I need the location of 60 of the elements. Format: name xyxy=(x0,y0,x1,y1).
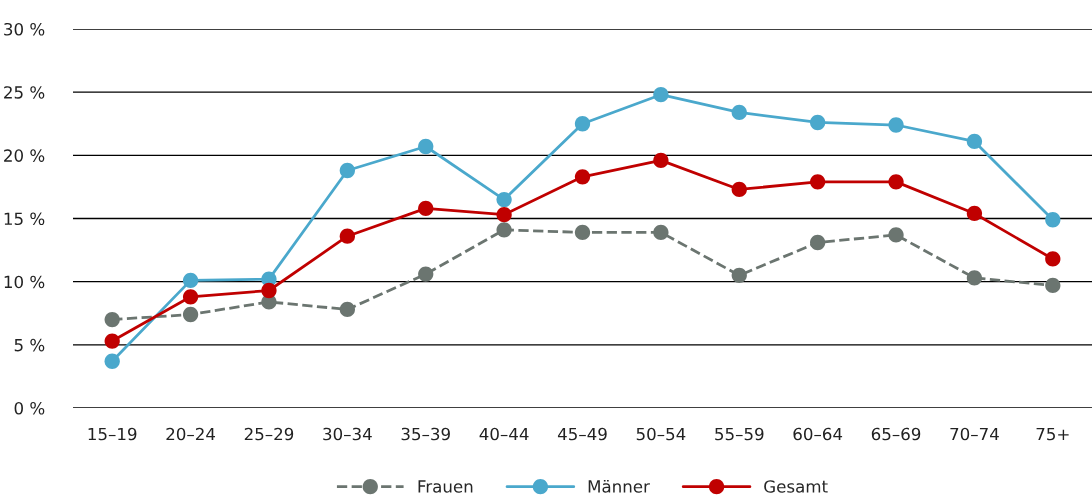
point xyxy=(888,227,904,243)
legend-label: Männer xyxy=(588,479,650,493)
point xyxy=(418,200,434,217)
y-tick-label: 0 % xyxy=(14,401,45,415)
point xyxy=(810,234,826,251)
point xyxy=(339,301,355,318)
point xyxy=(653,224,669,241)
point xyxy=(574,116,591,132)
point xyxy=(1045,212,1061,228)
point xyxy=(339,162,355,179)
x-tick-label: 25–29 xyxy=(244,427,294,441)
x-tick-label: 70–74 xyxy=(950,427,999,441)
point xyxy=(104,353,120,369)
point xyxy=(496,191,512,208)
point xyxy=(888,174,904,190)
point xyxy=(574,224,591,241)
point xyxy=(182,272,199,289)
legend-label: Frauen xyxy=(418,480,473,493)
point xyxy=(339,228,355,244)
point xyxy=(182,306,199,323)
x-tick-label: 60–64 xyxy=(793,427,843,441)
x-tick-label: 50–54 xyxy=(636,427,686,441)
x-tick-label: 20–24 xyxy=(166,427,216,441)
point xyxy=(574,169,591,185)
point xyxy=(104,333,120,349)
x-tick-label: 35–39 xyxy=(401,427,450,441)
x-tick-label: 30–34 xyxy=(323,427,372,441)
point xyxy=(104,311,120,328)
x-tick-label: 65–69 xyxy=(871,427,921,441)
x-tick-label: 15–19 xyxy=(88,427,137,441)
point xyxy=(1045,251,1061,267)
point xyxy=(731,267,747,283)
y-tick-label: 15 % xyxy=(4,212,45,226)
point xyxy=(966,205,983,222)
y-tick-label: 20 % xyxy=(4,149,45,162)
point xyxy=(496,207,512,223)
y-tick-label: 10 % xyxy=(4,275,45,289)
point xyxy=(731,104,747,121)
x-tick-label: 45–49 xyxy=(557,427,607,441)
x-tick-label: 40–44 xyxy=(479,427,529,441)
point xyxy=(653,87,669,103)
point xyxy=(261,282,277,299)
legend-label: Gesamt xyxy=(764,480,828,493)
x-tick-label: 75+ xyxy=(1036,427,1069,441)
x-tick-label: 55–59 xyxy=(715,427,764,441)
point xyxy=(418,266,434,282)
point xyxy=(810,114,826,131)
point xyxy=(1045,277,1061,294)
point xyxy=(731,181,747,198)
point xyxy=(966,270,983,286)
y-tick-label: 25 % xyxy=(4,86,45,99)
point xyxy=(888,117,904,133)
point xyxy=(966,133,983,150)
y-tick-label: 5 % xyxy=(14,338,45,352)
point xyxy=(496,222,512,238)
point xyxy=(418,138,434,155)
point xyxy=(810,174,826,190)
point xyxy=(653,152,669,169)
y-tick-label: 30 % xyxy=(4,22,45,36)
point xyxy=(182,289,199,305)
